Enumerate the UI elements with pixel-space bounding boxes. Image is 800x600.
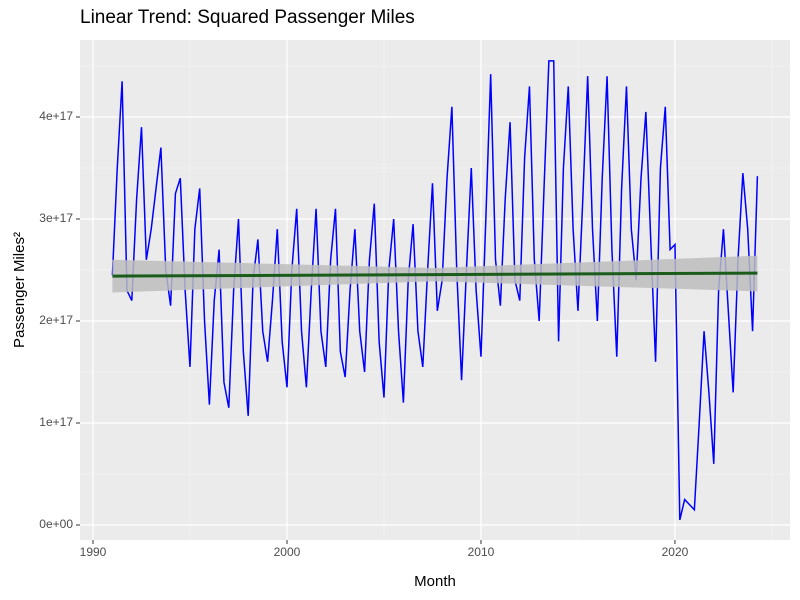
y-tick-label: 1e+17 — [39, 415, 73, 429]
x-tick-label: 2010 — [468, 545, 495, 559]
y-tick-label: 4e+17 — [39, 109, 73, 123]
x-axis-title: Month — [414, 573, 456, 590]
y-tick-label: 3e+17 — [39, 211, 73, 225]
y-axis-title: Passenger Miles² — [11, 232, 28, 348]
x-tick-label: 2020 — [662, 545, 689, 559]
x-tick-label: 2000 — [274, 545, 301, 559]
y-tick-label: 2e+17 — [39, 313, 73, 327]
panel — [80, 40, 790, 540]
y-tick-label: 0e+00 — [39, 517, 73, 531]
trend-line — [112, 271, 758, 278]
x-tick-label: 1990 — [80, 545, 107, 559]
chart-title: Linear Trend: Squared Passenger Miles — [80, 7, 415, 28]
